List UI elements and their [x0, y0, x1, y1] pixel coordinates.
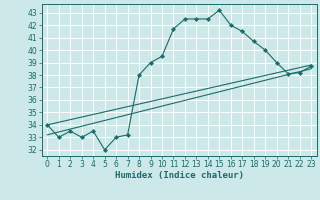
X-axis label: Humidex (Indice chaleur): Humidex (Indice chaleur): [115, 171, 244, 180]
